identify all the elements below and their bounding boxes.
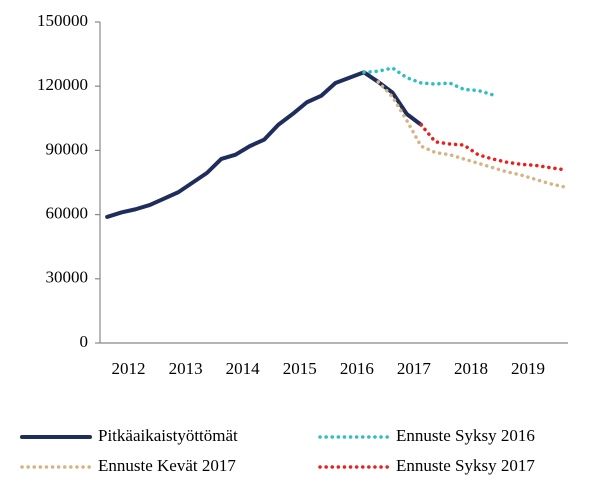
x-tick-label: 2017 xyxy=(397,359,432,378)
x-tick-label: 2014 xyxy=(226,359,261,378)
x-tick-label: 2019 xyxy=(511,359,545,378)
x-tick-label: 2013 xyxy=(169,359,203,378)
y-tick-label: 0 xyxy=(80,332,89,351)
legend-label: Ennuste Kevät 2017 xyxy=(98,456,236,475)
series-line xyxy=(419,122,566,172)
legend-label: Pitkäaikaistyöttömät xyxy=(98,426,238,445)
series-line xyxy=(105,70,424,219)
y-tick-label: 120000 xyxy=(37,75,88,94)
y-tick-label: 60000 xyxy=(46,204,89,223)
series-line xyxy=(376,80,566,189)
y-tick-label: 90000 xyxy=(46,139,89,158)
y-tick-label: 30000 xyxy=(46,268,89,287)
legend-label: Ennuste Syksy 2017 xyxy=(396,456,535,475)
x-tick-label: 2012 xyxy=(112,359,146,378)
series-line xyxy=(362,66,495,97)
x-tick-label: 2015 xyxy=(283,359,317,378)
x-tick-label: 2018 xyxy=(454,359,488,378)
legend-label: Ennuste Syksy 2016 xyxy=(396,426,535,445)
y-tick-label: 150000 xyxy=(37,11,88,30)
x-tick-label: 2016 xyxy=(340,359,374,378)
